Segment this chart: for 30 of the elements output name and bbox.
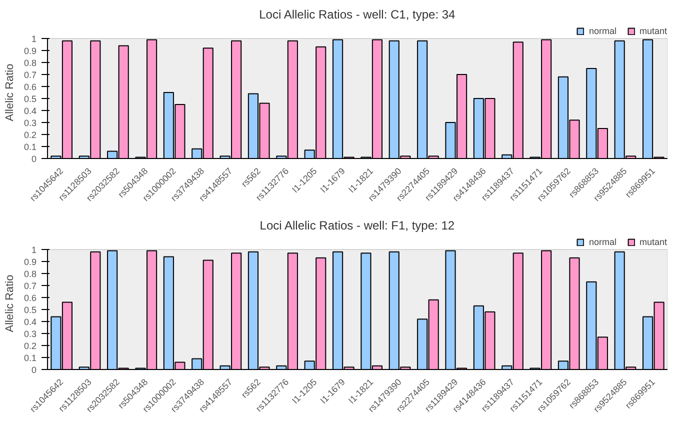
y-tick-label: 0.1 <box>24 142 37 152</box>
y-tick-label: 0.7 <box>24 70 37 80</box>
y-tick-label: 0.3 <box>24 329 37 339</box>
y-tick-label: 0.1 <box>24 353 37 363</box>
chart-title: Loci Allelic Ratios - well: F1, type: 12 <box>260 218 455 232</box>
y-tick-label: 0.4 <box>24 106 37 116</box>
y-axis-title: Allelic Ratio <box>4 274 16 332</box>
y-tick-label: 0.6 <box>24 293 37 303</box>
y-tick-label: 0.5 <box>24 305 37 315</box>
y-tick-label: 0.2 <box>24 341 37 351</box>
y-tick-label: 0.9 <box>24 46 37 56</box>
legend-label: mutant <box>639 237 667 247</box>
y-tick-label: 0.9 <box>24 257 37 267</box>
y-tick-label: 0 <box>31 365 37 375</box>
legend-label: normal <box>588 26 616 36</box>
y-tick-label: 1 <box>31 34 37 44</box>
y-tick-label: 0.2 <box>24 130 37 140</box>
y-tick-label: 0.4 <box>24 317 37 327</box>
legend-label: normal <box>588 237 616 247</box>
y-tick-label: 1 <box>31 245 37 255</box>
y-axis-title: Allelic Ratio <box>4 64 16 122</box>
legend-label: mutant <box>639 26 667 36</box>
chart-title: Loci Allelic Ratios - well: C1, type: 34 <box>259 8 456 22</box>
y-tick-label: 0.5 <box>24 94 37 104</box>
y-tick-label: 0.6 <box>24 82 37 92</box>
y-tick-label: 0.7 <box>24 281 37 291</box>
y-tick-label: 0.3 <box>24 118 37 128</box>
y-tick-label: 0.8 <box>24 269 37 279</box>
y-tick-label: 0 <box>31 154 37 164</box>
y-tick-label: 0.8 <box>24 58 37 68</box>
